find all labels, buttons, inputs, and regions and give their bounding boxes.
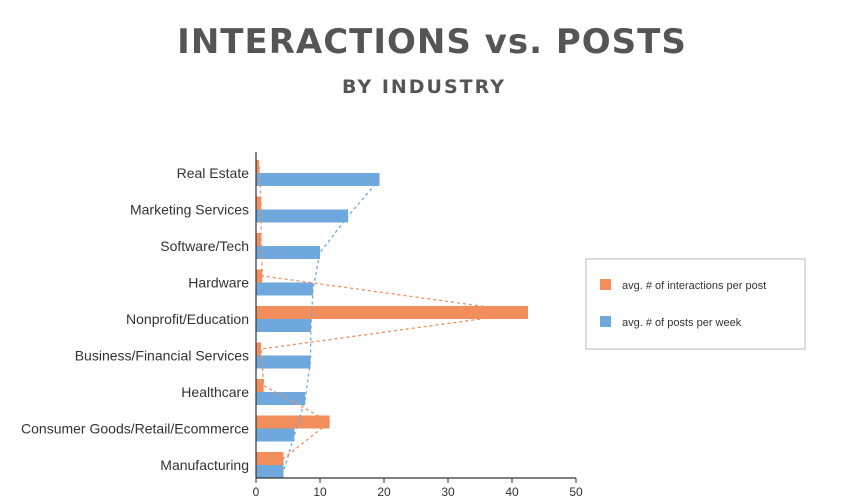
bar-interactions-7: [256, 415, 330, 429]
x-tick-label-2: 20: [377, 485, 391, 499]
x-tick-label-5: 50: [569, 485, 583, 499]
bar-posts-2: [256, 246, 320, 259]
x-tick-label-3: 30: [441, 485, 455, 499]
bar-posts-5: [256, 355, 311, 369]
chart-title: INTERACTIONS vs. POSTS: [177, 22, 687, 62]
category-label-6: Healthcare: [181, 384, 249, 400]
bar-posts-3: [256, 282, 313, 296]
legend-swatch-0: [600, 279, 611, 290]
bar-interactions-4: [256, 306, 528, 319]
bar-interactions-0: [256, 160, 260, 173]
bar-interactions-3: [256, 269, 263, 283]
category-label-5: Business/Financial Services: [75, 348, 249, 364]
bar-interactions-6: [256, 379, 264, 392]
bar-posts-8: [256, 465, 284, 478]
x-tick-label-0: 0: [253, 485, 260, 499]
bar-posts-6: [256, 392, 306, 405]
x-tick-label-1: 10: [313, 485, 327, 499]
bar-posts-7: [256, 428, 295, 442]
bar-interactions-8: [256, 452, 284, 465]
category-label-4: Nonprofit/Education: [126, 311, 249, 327]
legend-label-0: avg. # of interactions per post: [622, 280, 766, 292]
category-label-2: Software/Tech: [160, 238, 249, 254]
bar-posts-0: [256, 173, 380, 186]
category-label-3: Hardware: [188, 275, 249, 291]
chart-subtitle: BY INDUSTRY: [342, 76, 506, 98]
x-tick-label-4: 40: [505, 485, 519, 499]
bar-interactions-5: [256, 342, 262, 356]
trend-line-posts: [282, 179, 380, 472]
legend-box: [585, 258, 806, 350]
category-label-7: Consumer Goods/Retail/Ecommerce: [21, 421, 249, 437]
bar-interactions-1: [256, 196, 262, 210]
bar-interactions-2: [256, 233, 262, 246]
category-label-0: Real Estate: [177, 165, 250, 181]
legend-swatch-1: [600, 316, 611, 327]
bar-posts-1: [256, 209, 349, 223]
bar-posts-4: [256, 319, 312, 332]
category-label-8: Manufacturing: [160, 457, 249, 473]
legend-label-1: avg. # of posts per week: [622, 317, 742, 329]
trend-line-interactions: [258, 166, 529, 460]
category-label-1: Marketing Services: [130, 202, 249, 218]
